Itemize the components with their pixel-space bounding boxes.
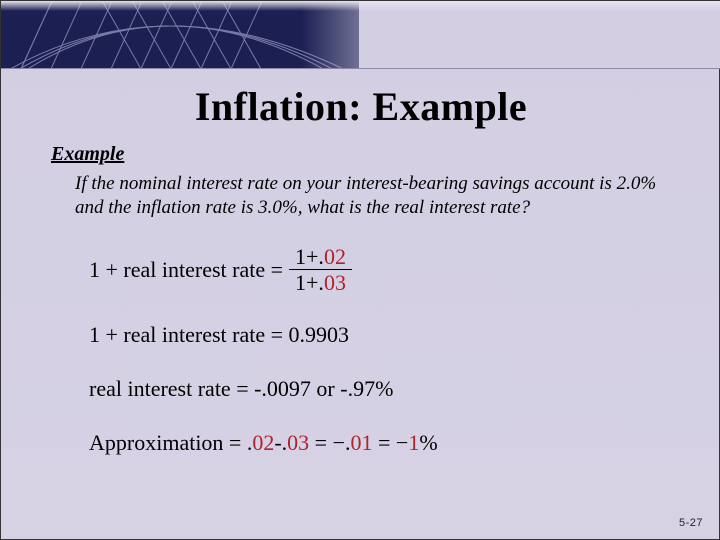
eq1-den-right: 03	[324, 270, 346, 295]
eq1-num-left: 1+.	[295, 244, 324, 269]
eq4-r1: 02	[252, 430, 274, 455]
eq1-num-right: 02	[324, 244, 346, 269]
eq1-den-left: 1+.	[295, 270, 324, 295]
eq4-text: Approximation = .02-.03 = −.01 = −1%	[89, 430, 438, 456]
eq4-r2: 03	[287, 430, 309, 455]
eq4-right: %	[419, 430, 437, 455]
example-prompt: If the nominal interest rate on your int…	[75, 172, 669, 220]
slide: Inflation: Example Example If the nomina…	[0, 0, 720, 540]
equation-1: 1 + real interest rate = 1+.02 1+.03	[89, 245, 438, 294]
eq4-r4: 1	[408, 430, 419, 455]
eq3-text: real interest rate = -.0097 or -.97%	[89, 376, 393, 402]
page-number: 5-27	[679, 517, 703, 529]
slide-title: Inflation: Example	[1, 83, 720, 130]
banner	[1, 1, 720, 69]
eq4-mid1: -.	[274, 430, 287, 455]
equation-4: Approximation = .02-.03 = −.01 = −1%	[89, 430, 438, 456]
eq4-left: Approximation = .	[89, 430, 252, 455]
eq1-lhs: 1 + real interest rate =	[89, 257, 283, 283]
eq4-r3: 01	[351, 430, 373, 455]
banner-fade	[301, 1, 720, 69]
eq4-mid2: = −.	[309, 430, 350, 455]
equation-3: real interest rate = -.0097 or -.97%	[89, 376, 438, 402]
banner-rule	[1, 68, 720, 69]
content: Example If the nominal interest rate on …	[51, 143, 669, 220]
banner-gloss	[1, 1, 720, 11]
equation-2: 1 + real interest rate = 0.9903	[89, 322, 438, 348]
math-block: 1 + real interest rate = 1+.02 1+.03 1 +…	[89, 245, 438, 456]
eq4-mid3: = −	[373, 430, 409, 455]
eq2-text: 1 + real interest rate = 0.9903	[89, 322, 349, 348]
eq1-fraction: 1+.02 1+.03	[289, 245, 352, 294]
eq1-numerator: 1+.02	[289, 245, 352, 270]
eq1-denominator: 1+.03	[289, 270, 352, 294]
example-heading: Example	[51, 143, 669, 166]
